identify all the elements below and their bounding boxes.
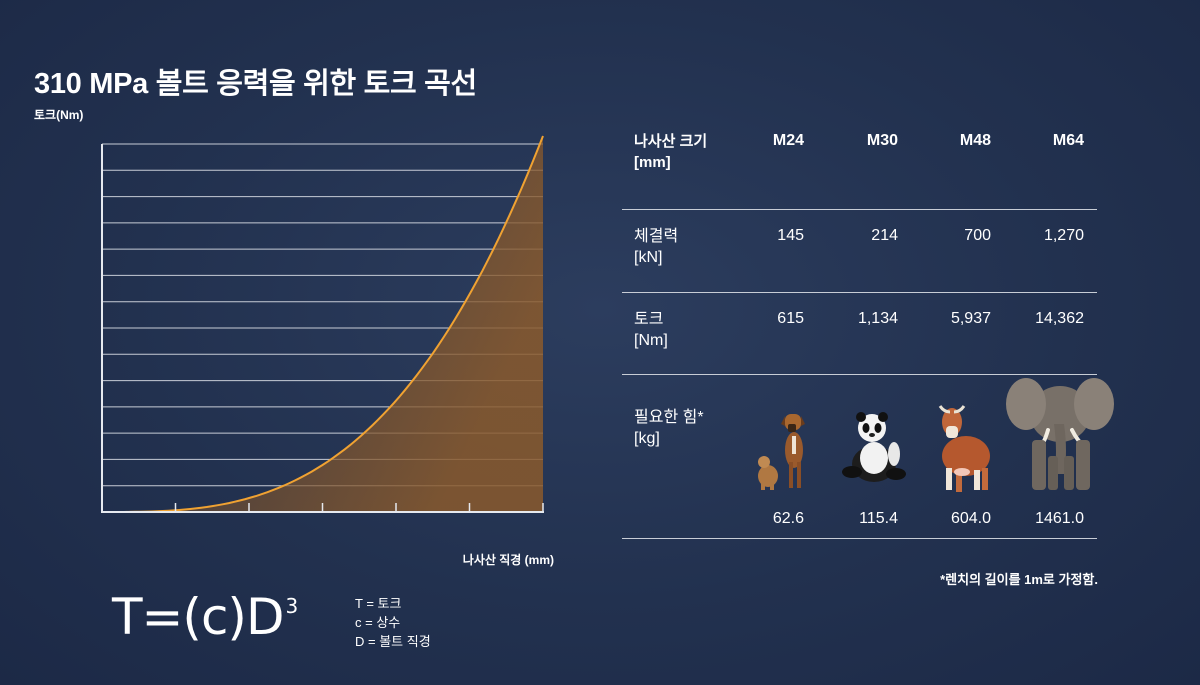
table-cell: 5,937 <box>950 310 991 327</box>
divider <box>622 374 1097 375</box>
table-cell: 1461.0 <box>1035 510 1084 527</box>
divider <box>622 209 1097 210</box>
table-cell: 115.4 <box>859 510 898 527</box>
table-cell: 145 <box>777 227 804 244</box>
size-header-m64: M64 <box>1052 132 1084 149</box>
elephant-icon <box>1006 378 1114 490</box>
panda-icon <box>842 412 906 482</box>
cow-icon <box>938 405 990 492</box>
torque-curve-chart <box>101 135 544 513</box>
row-label-required-force: 필요한 힘* [kg] <box>634 409 704 447</box>
table-cell: 615 <box>777 310 804 327</box>
size-header-m24: M24 <box>772 132 804 149</box>
dog-icon <box>758 414 805 490</box>
legend-line: c = 상수 <box>355 615 401 630</box>
footnote: *렌치의 길이를 1m로 가정함. <box>940 572 1098 587</box>
x-axis-label: 나사산 직경 (mm) <box>462 553 554 567</box>
legend-line: T = 토크 <box>355 596 402 611</box>
divider <box>622 292 1097 293</box>
curve-area <box>102 136 543 512</box>
legend-line: D = 볼트 직경 <box>355 634 431 649</box>
y-axis-label: 토크(Nm) <box>34 108 84 122</box>
page-title: 310 MPa 볼트 응력을 위한 토크 곡선 <box>34 68 477 100</box>
table-cell: 1,270 <box>1043 227 1084 244</box>
table-cell: 700 <box>964 227 991 244</box>
torque-formula: T=(c)D 3 <box>112 588 298 646</box>
table-cell: 1,134 <box>857 310 898 327</box>
size-header-m48: M48 <box>959 132 991 149</box>
table-cell: 62.6 <box>772 510 804 527</box>
table-header-label: 나사산 크기 [mm] <box>634 133 708 171</box>
table-cell: 214 <box>871 227 898 244</box>
table-cell: 14,362 <box>1035 310 1084 327</box>
table-cell: 604.0 <box>950 510 991 527</box>
size-header-m30: M30 <box>866 132 898 149</box>
divider <box>622 538 1097 539</box>
row-label-torque: 토크 [Nm] <box>634 311 668 349</box>
row-label-clamp-force: 체결력 [kN] <box>634 228 679 266</box>
formula-legend: T = 토크 c = 상수 D = 볼트 직경 <box>355 594 431 651</box>
